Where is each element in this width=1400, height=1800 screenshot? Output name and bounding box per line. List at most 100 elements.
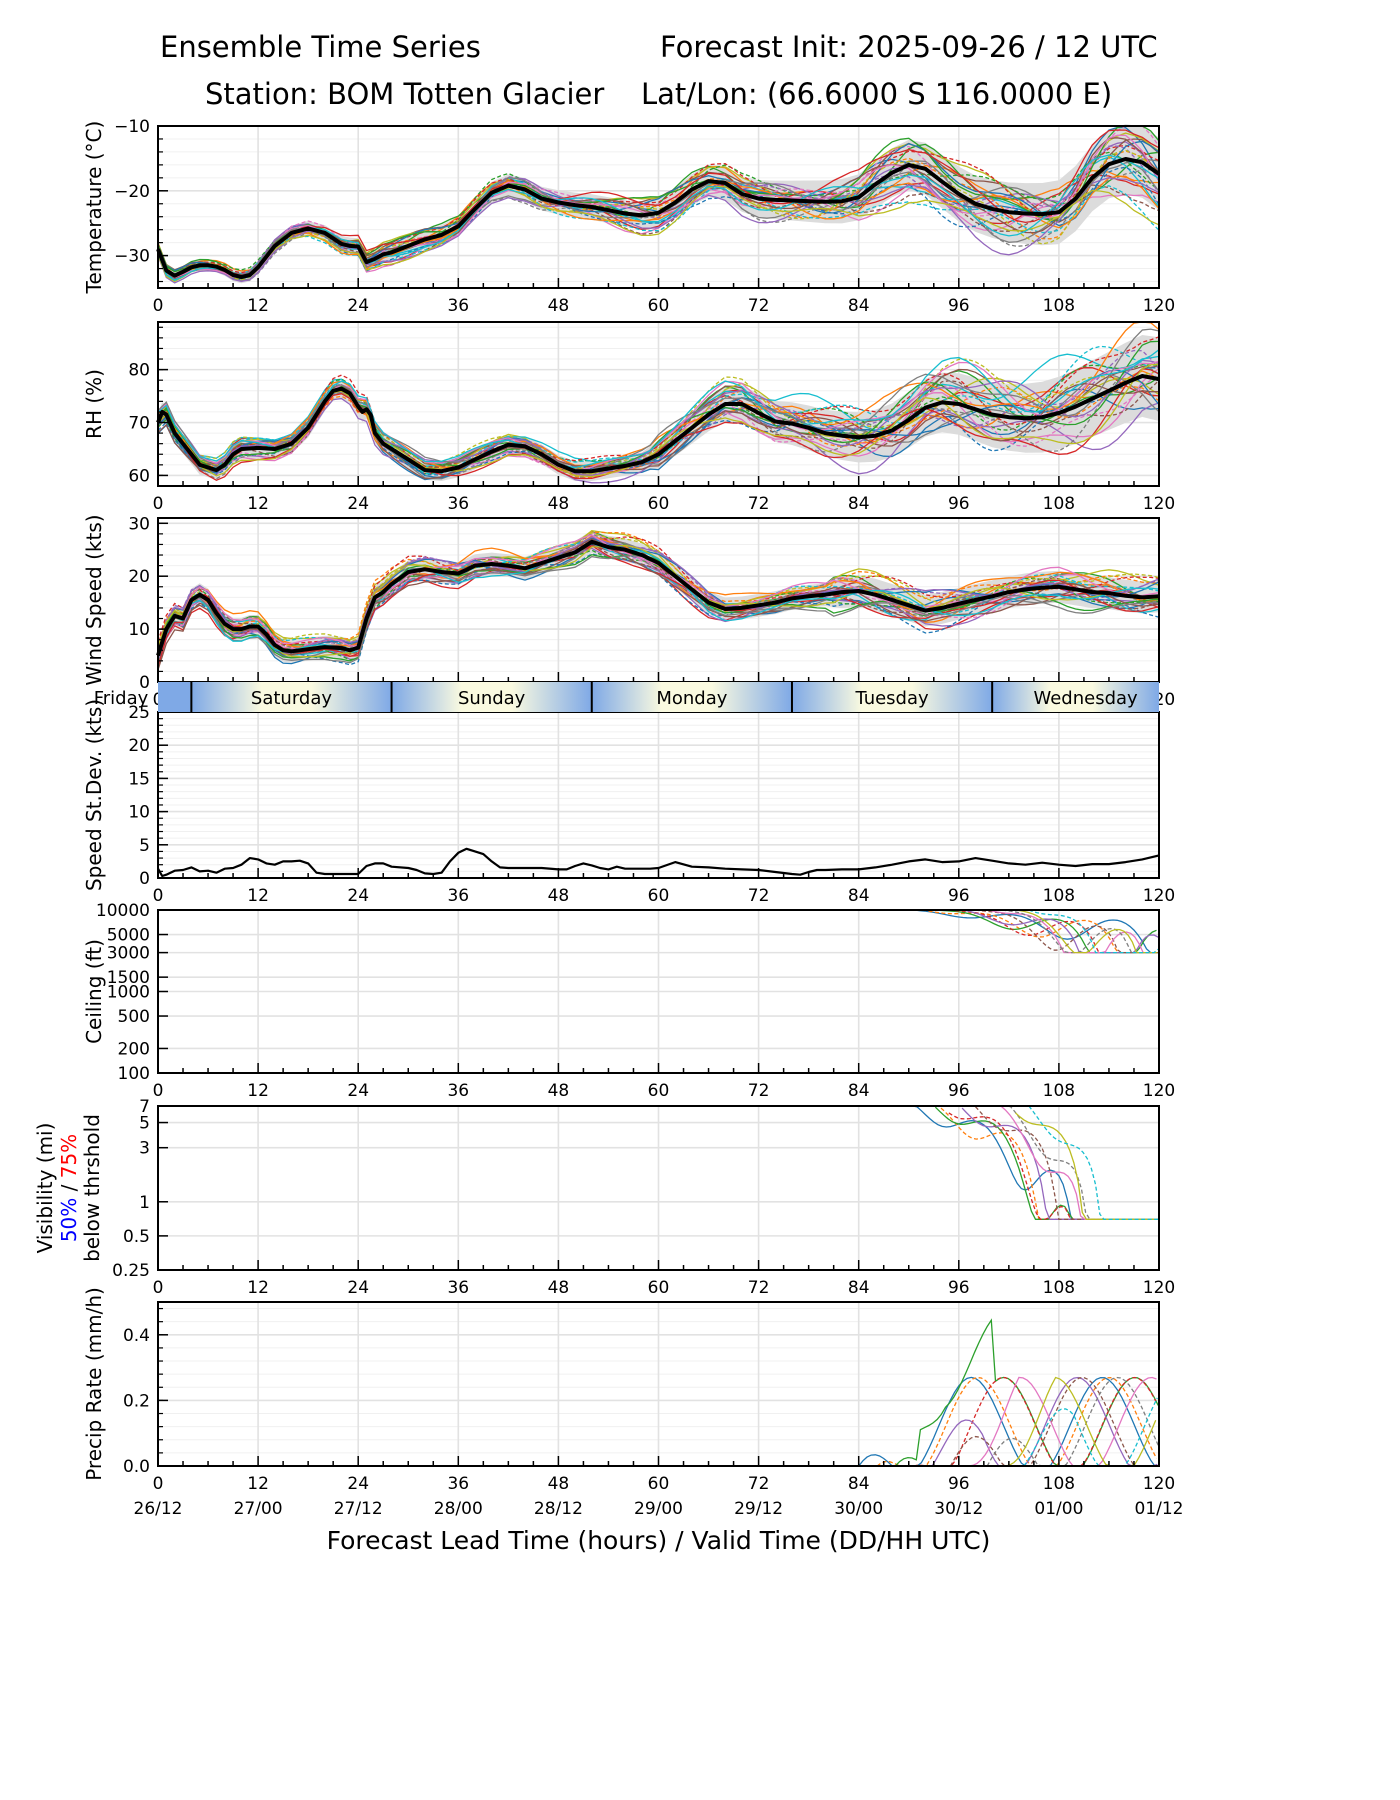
x-tick-label: 48 [548, 296, 570, 316]
x-tick-label: 120 [1143, 1278, 1175, 1298]
x-tick-label: 60 [648, 1278, 670, 1298]
forecast-init: Forecast Init: 2025-09-26 / 12 UTC [660, 30, 1158, 64]
panel-rh: 0 12 24 36 48 60 72 84 96 108 120 60 70 80 RH (%) [82, 321, 1175, 514]
y-axis-label: Visibility (mi) [33, 1123, 57, 1254]
y-tick-label: 70 [128, 414, 150, 434]
x-tick-label: 48 [548, 1278, 570, 1298]
y-tick-label: 3000 [107, 944, 150, 964]
x-tick-label: 36 [447, 1278, 469, 1298]
x-tick-label: 120 [1143, 1474, 1175, 1494]
x-tick-label: 48 [548, 886, 570, 906]
valid-time-label: 29/12 [734, 1499, 783, 1519]
x-tick-label: 84 [848, 296, 870, 316]
y-tick-label: 25 [128, 703, 150, 723]
y-tick-label: 10 [128, 620, 150, 640]
x-tick-label: 12 [247, 886, 269, 906]
x-tick-label: 0 [153, 1474, 164, 1494]
day-of-week-band: Friday Saturday Sunday Monday Tuesday Wednesd… [94, 682, 1159, 712]
valid-time-label: 28/00 [434, 1499, 483, 1519]
day-label: Sunday [458, 688, 526, 709]
ensemble-member-line [1028, 909, 1159, 954]
x-tick-label: 72 [748, 1278, 770, 1298]
x-tick-label: 84 [848, 1474, 870, 1494]
x-tick-label: 12 [247, 494, 269, 514]
x-tick-label: 36 [447, 296, 469, 316]
ensemble-member-line [913, 1376, 1157, 1467]
ensemble-member-line [157, 328, 1160, 471]
y-tick-label: 5000 [107, 926, 150, 946]
y-tick-label: 20 [128, 736, 150, 756]
y-tick-label: 5 [139, 1114, 150, 1134]
ensemble-member-line [157, 372, 1160, 474]
x-axis-label: Forecast Lead Time (hours) / Valid Time … [327, 1526, 991, 1555]
y-tick-label: 0.0 [123, 1457, 150, 1477]
valid-time-label: 29/00 [634, 1499, 683, 1519]
ensemble-member-line [948, 909, 1158, 954]
valid-time-label: 01/12 [1135, 1499, 1184, 1519]
panel-wind-speed: 012243648607284961081200102030Wind Speed… [82, 514, 1175, 710]
x-tick-label: 84 [848, 494, 870, 514]
valid-time-label: 30/00 [834, 1499, 883, 1519]
ensemble-member-line [157, 154, 1160, 282]
x-tick-label: 0 [153, 1081, 164, 1101]
y-tick-label: 80 [128, 361, 150, 381]
y-tick-label: 0.5 [123, 1227, 150, 1247]
ensemble-member-line [975, 1106, 1159, 1220]
ensemble-member-line [1015, 1112, 1158, 1220]
ensemble-member-line [157, 175, 1160, 278]
x-tick-label: 96 [948, 1081, 970, 1101]
station-name: Station: BOM Totten Glacier [205, 77, 605, 111]
valid-time-label: 01/00 [1034, 1499, 1083, 1519]
x-tick-label: 36 [447, 494, 469, 514]
ensemble-member-line [157, 544, 1160, 667]
ensemble-mean-line [156, 374, 1160, 474]
x-tick-label: 24 [347, 886, 369, 906]
y-tick-label: 1 [139, 1193, 150, 1213]
x-tick-label: 24 [347, 1081, 369, 1101]
ensemble-member-line [157, 321, 1160, 473]
x-tick-label: 60 [648, 494, 670, 514]
x-tick-label: 108 [1043, 886, 1075, 906]
y-tick-label: 1500 [107, 968, 150, 988]
y-axis-label: RH (%) [82, 369, 106, 439]
x-tick-label: 108 [1043, 1474, 1075, 1494]
y-tick-label: 3 [139, 1139, 150, 1159]
day-label: Tuesday [854, 688, 929, 709]
ensemble-member-line [157, 542, 1160, 658]
ensemble-member-line [986, 1376, 1159, 1467]
ensemble-member-line [908, 909, 1159, 954]
ensemble-mean-line [156, 539, 1160, 657]
threshold-label-part: 75% [57, 1134, 81, 1178]
x-tick-label: 84 [848, 886, 870, 906]
panel-precip-rate: 0 12 24 36 48 60 72 84 96 108 120 0.0 0.2 0.4 Precip R… [82, 1287, 1175, 1494]
y-axis-label: Ceiling (ft) [82, 939, 106, 1044]
threshold-label-part: 50% [57, 1198, 81, 1242]
x-tick-label: 96 [948, 1278, 970, 1298]
ensemble-member-line [157, 145, 1160, 278]
y-tick-label: 0.25 [112, 1261, 150, 1281]
ensemble-member-line [968, 1376, 1157, 1467]
valid-time-label: 26/12 [134, 1499, 183, 1519]
x-tick-label: 12 [247, 1081, 269, 1101]
y-axis-label-sub: below thrshold [80, 1114, 104, 1262]
y-tick-label: 0 [139, 673, 150, 693]
ensemble-spread-band [158, 335, 1159, 481]
y-tick-label: 7 [139, 1097, 150, 1117]
x-tick-label: 96 [948, 296, 970, 316]
ensemble-member-line [1002, 909, 1157, 954]
x-tick-label: 108 [1043, 1278, 1075, 1298]
ensemble-member-line [157, 185, 1160, 283]
x-tick-label: 96 [948, 494, 970, 514]
ensemble-member-line [157, 358, 1160, 470]
chart-title: Ensemble Time Series [160, 30, 481, 64]
valid-time-label: 28/12 [534, 1499, 583, 1519]
x-tick-label: 24 [347, 1278, 369, 1298]
x-tick-label: 72 [748, 1081, 770, 1101]
x-tick-label: 72 [748, 296, 770, 316]
x-tick-label: 96 [948, 886, 970, 906]
ensemble-member-line [948, 1112, 1158, 1220]
y-tick-label: 5 [139, 836, 150, 856]
x-tick-label: 0 [153, 296, 164, 316]
y-axis-label: Wind Speed (kts) [82, 514, 106, 685]
ensemble-member-line [157, 150, 1160, 280]
